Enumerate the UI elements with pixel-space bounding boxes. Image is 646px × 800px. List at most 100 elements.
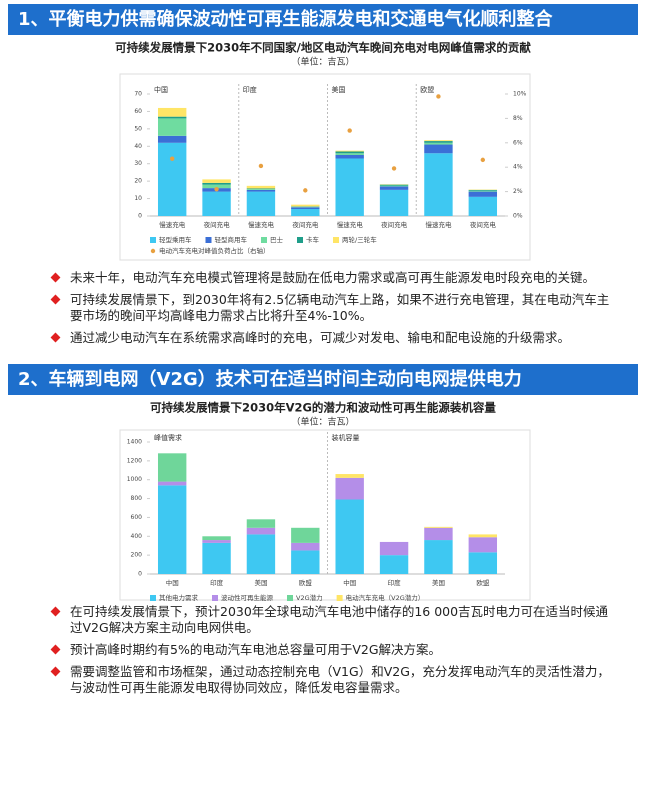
bullet-icon: [50, 644, 61, 655]
bar-segment: [291, 204, 320, 207]
bar-segment: [246, 189, 276, 192]
scatter-point: [258, 163, 264, 169]
chart: 可持续发展情景下2030年不同国家/地区电动汽车晚间充电对电网峰值需求的贡献（单…: [115, 41, 531, 261]
bullet: 预计高峰时期约有5%的电动汽车电池总容量可用于V2G解决方案。: [50, 642, 620, 658]
bar-segment: [335, 150, 364, 152]
bar-segment: [424, 144, 453, 154]
bullet-text: 通过减少电动汽车在系统需求高峰时的充电，可减少对发电、输电和配电设施的升级需求。: [70, 330, 571, 345]
bar-segment: [424, 141, 453, 143]
bar-segment: [157, 142, 187, 216]
scatter-point: [391, 166, 397, 171]
bullet: 通过减少电动汽车在系统需求高峰时的充电，可减少对发电、输电和配电设施的升级需求。: [50, 330, 620, 346]
bar-segment: [291, 542, 320, 551]
bar-segment: [424, 140, 453, 142]
bar-segment: [246, 191, 276, 216]
bar-segment: [335, 474, 364, 478]
x-tick-label: 欧盟: [299, 578, 313, 587]
y-tick-label: 400: [131, 533, 143, 540]
y-tick-label: 20: [134, 178, 142, 185]
bar-segment: [335, 151, 364, 154]
legend-swatch: [150, 595, 156, 601]
bar-segment: [246, 188, 276, 189]
y-tick-label: 30: [134, 160, 142, 167]
y-tick-label: 70: [134, 91, 142, 98]
bar-segment: [468, 537, 498, 553]
bar-segment: [291, 209, 320, 216]
bar-segment: [468, 196, 498, 216]
bar-segment: [157, 116, 187, 119]
group-label: 欧盟: [420, 85, 434, 94]
bar-segment: [335, 158, 364, 216]
group-label: 美国: [332, 85, 346, 94]
chart-subtitle: （单位：吉瓦）: [291, 416, 354, 428]
x-tick-label: 印度: [210, 578, 224, 587]
x-tick-label: 夜间充电: [470, 220, 497, 229]
x-tick-label: 美国: [254, 578, 267, 587]
bar-segment: [291, 206, 320, 208]
legend-label: 轻型乘用车: [159, 235, 192, 244]
x-tick-label: 夜间充电: [381, 220, 408, 229]
chart: 可持续发展情景下2030年V2G的潜力和波动性可再生能源装机容量（单位：吉瓦） 0…: [119, 401, 531, 602]
scatter-point: [436, 94, 441, 99]
x-tick-label: 夜间充电: [204, 220, 231, 229]
legend-swatch: [336, 595, 343, 601]
scatter-point: [214, 186, 219, 192]
bar-segment: [246, 534, 276, 574]
bar-segment: [246, 185, 276, 189]
bullet: 可持续发展情景下，到2030年将有2.5亿辆电动汽车上路，如果不进行充电管理，其…: [50, 292, 620, 324]
legend-swatch: [333, 237, 339, 243]
bar-segment: [424, 142, 453, 145]
y2-tick-label: 8%: [513, 115, 523, 122]
bar-segment: [291, 527, 320, 543]
bar-segment: [468, 191, 498, 197]
bar-segment: [379, 541, 409, 556]
bullet-icon: [50, 606, 61, 617]
x-tick-label: 慢速充电: [159, 220, 186, 229]
bar-segment: [291, 207, 320, 210]
bar-segment: [202, 536, 231, 541]
bar-segment: [379, 189, 409, 216]
scatter-point: [480, 157, 486, 163]
bar-segment: [202, 179, 231, 183]
bar-segment: [468, 190, 498, 192]
x-tick-label: 印度: [388, 578, 402, 587]
y2-tick-label: 10%: [513, 91, 527, 98]
section-header: 2、车辆到电网（V2G）技术可在适当时间主动向电网提供电力: [8, 364, 638, 395]
scatter-point: [169, 156, 175, 161]
group-label: 峰值需求: [154, 433, 182, 442]
legend-label: 两轮/三轮车: [342, 235, 377, 244]
bar-segment: [202, 182, 231, 185]
chart-title: 可持续发展情景下2030年V2G的潜力和波动性可再生能源装机容量: [150, 401, 496, 415]
bar-segment: [157, 107, 187, 117]
bar-segment: [335, 477, 364, 500]
chart-frame: [119, 429, 531, 601]
group-label: 中国: [154, 85, 168, 94]
section-header: 1、平衡电力供需确保波动性可再生能源发电和交通电气化顺利整合: [8, 4, 638, 35]
y-tick-label: 0: [138, 571, 142, 578]
scatter-point: [347, 128, 352, 133]
bar-segment: [335, 153, 364, 155]
x-tick-label: 夜间充电: [292, 220, 319, 229]
y-tick-label: 1000: [127, 476, 142, 483]
bullet-text: 需要调整监管和市场框架，通过动态控制充电（V1G）和V2G，充分发挥电动汽车的灵…: [70, 664, 610, 695]
y-tick-label: 0: [138, 213, 142, 220]
chart-frame: [119, 73, 531, 261]
bar-segment: [379, 185, 409, 187]
bar-segment: [379, 186, 409, 190]
bar-segment: [246, 527, 276, 535]
y2-tick-label: 6%: [513, 139, 523, 146]
bar-segment: [335, 155, 364, 159]
bar-segment: [157, 118, 187, 136]
bar-segment: [202, 540, 231, 543]
y-tick-label: 1400: [127, 439, 142, 446]
legend-label: V2G潜力: [296, 593, 323, 602]
bar-segment: [202, 542, 231, 574]
bar-segment: [379, 555, 409, 574]
bar-segment: [468, 552, 498, 574]
bullet: 未来十年，电动汽车充电模式管理将是鼓励在低电力需求或高可再生能源发电时段充电的关…: [50, 270, 620, 286]
bar-segment: [157, 485, 187, 574]
bar-segment: [335, 499, 364, 574]
bar-segment: [468, 534, 498, 538]
bar-segment: [424, 153, 453, 216]
legend-label: 电动汽车充电对峰值负荷占比（右轴）: [159, 246, 270, 255]
